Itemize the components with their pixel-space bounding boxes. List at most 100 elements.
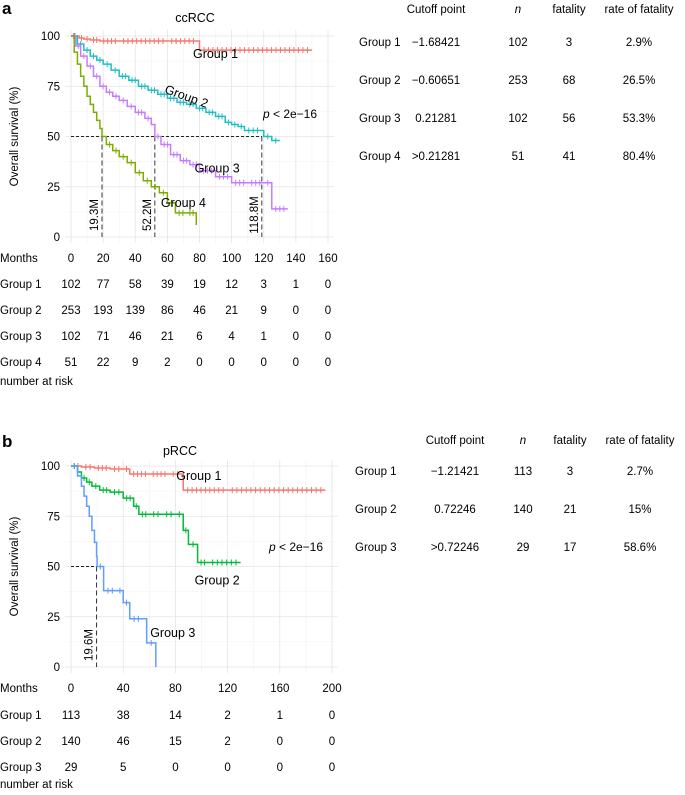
y-axis-label: Overall survival (%) bbox=[9, 86, 21, 186]
risk-cell: 5 bbox=[120, 762, 126, 774]
stats-table: Cutoff point n fatality rate of fatality Gro… bbox=[355, 435, 675, 554]
p-value-symbol: p bbox=[268, 540, 276, 554]
survival-curve bbox=[71, 35, 312, 51]
risk-cell: 51 bbox=[65, 357, 78, 369]
stats-cell: 58.6% bbox=[624, 542, 657, 554]
risk-row-label: Group 1 bbox=[0, 279, 42, 291]
y-tick-label: 75 bbox=[47, 511, 60, 523]
risk-cell: 0 bbox=[277, 736, 283, 748]
risk-cell: 0 bbox=[224, 762, 230, 774]
stats-header: rate of fatality bbox=[604, 4, 673, 16]
p-value-text: < 2e−16 bbox=[276, 540, 324, 554]
stats-cell: >0.72246 bbox=[431, 542, 479, 554]
risk-cell: 19 bbox=[193, 279, 206, 291]
risk-cell: 0 bbox=[196, 357, 202, 369]
stats-cell: 2.7% bbox=[627, 466, 653, 478]
p-value-text: < 2e−16 bbox=[270, 107, 318, 121]
risk-cell: 46 bbox=[117, 736, 130, 748]
risk-table-footer: number at risk bbox=[0, 779, 73, 791]
stats-cell: 3 bbox=[566, 37, 572, 49]
risk-cell: 0 bbox=[293, 331, 299, 343]
stats-cell: 113 bbox=[514, 466, 532, 478]
stats-cell: 56 bbox=[563, 113, 576, 125]
panel-label: b bbox=[2, 432, 12, 451]
risk-cell: 0 bbox=[228, 357, 234, 369]
stats-cell: 26.5% bbox=[623, 75, 656, 87]
risk-row-label: Group 3 bbox=[0, 762, 42, 774]
survival-curve bbox=[71, 465, 241, 564]
risk-row-label: Group 1 bbox=[0, 710, 42, 722]
stats-group: Group 3 bbox=[359, 113, 401, 125]
risk-cell: 0 bbox=[172, 762, 178, 774]
x-tick-label: 60 bbox=[161, 253, 174, 265]
y-tick-label: 25 bbox=[47, 182, 60, 194]
stats-header: n bbox=[515, 4, 521, 16]
stats-cell: 53.3% bbox=[623, 113, 656, 125]
risk-cell: 39 bbox=[161, 279, 174, 291]
risk-cell: 38 bbox=[117, 710, 130, 722]
y-tick-label: 0 bbox=[54, 232, 60, 244]
stats-cell: 51 bbox=[512, 151, 525, 163]
stats-cell: 29 bbox=[517, 542, 530, 554]
risk-cell: 9 bbox=[132, 357, 138, 369]
stats-cell: 17 bbox=[564, 542, 577, 554]
risk-cell: 4 bbox=[228, 331, 235, 343]
x-tick-label: 40 bbox=[117, 683, 130, 695]
stats-cell: −1.21421 bbox=[431, 466, 479, 478]
x-tick-label: 0 bbox=[68, 253, 74, 265]
risk-cell: 22 bbox=[97, 357, 110, 369]
risk-cell: 0 bbox=[329, 710, 335, 722]
survival-curve bbox=[71, 35, 280, 142]
stats-cell: 15% bbox=[628, 504, 651, 516]
stats-cell: −0.60651 bbox=[412, 75, 460, 87]
chart-title: ccRCC bbox=[175, 11, 215, 25]
series-label: Group 2 bbox=[195, 574, 240, 588]
y-tick-label: 100 bbox=[41, 31, 60, 43]
series-label: Group 4 bbox=[161, 196, 206, 210]
p-value: p < 2e−16 bbox=[262, 107, 317, 121]
x-tick-label: 20 bbox=[97, 253, 110, 265]
stats-group: Group 3 bbox=[355, 542, 397, 554]
risk-cell: 113 bbox=[62, 710, 80, 722]
risk-row-label: Group 3 bbox=[0, 331, 42, 343]
risk-cell: 1 bbox=[261, 331, 267, 343]
risk-cell: 193 bbox=[94, 305, 113, 317]
risk-cell: 0 bbox=[325, 331, 331, 343]
stats-cell: 0.21281 bbox=[415, 113, 457, 125]
risk-cell: 14 bbox=[169, 710, 182, 722]
y-tick-label: 25 bbox=[47, 612, 60, 624]
x-tick-label: 40 bbox=[129, 253, 142, 265]
risk-cell: 2 bbox=[224, 736, 230, 748]
stats-cell: 3 bbox=[567, 466, 573, 478]
survival-curve bbox=[71, 35, 198, 225]
x-tick-label: 0 bbox=[68, 683, 74, 695]
risk-cell: 77 bbox=[97, 279, 110, 291]
stats-cell: 41 bbox=[563, 151, 576, 163]
stats-header: fatality bbox=[552, 4, 585, 16]
stats-group: Group 2 bbox=[355, 504, 397, 516]
risk-cell: 2 bbox=[224, 710, 230, 722]
risk-cell: 71 bbox=[97, 331, 110, 343]
x-tick-label: 80 bbox=[169, 683, 182, 695]
risk-cell: 3 bbox=[261, 279, 267, 291]
risk-cell: 140 bbox=[61, 736, 80, 748]
stats-header: fatality bbox=[553, 435, 586, 447]
y-tick-label: 50 bbox=[47, 562, 60, 574]
stats-header: n bbox=[520, 435, 526, 447]
x-tick-label: 80 bbox=[193, 253, 206, 265]
series-group-4 bbox=[71, 35, 198, 225]
risk-cell: 15 bbox=[169, 736, 182, 748]
stats-table: Cutoff point n fatality rate of fatality Gro… bbox=[359, 4, 674, 163]
risk-cell: 139 bbox=[126, 305, 145, 317]
risk-row-label: Group 2 bbox=[0, 305, 42, 317]
median-label: 52.2M bbox=[142, 199, 154, 231]
panel-label: a bbox=[2, 0, 12, 18]
risk-cell: 0 bbox=[261, 357, 267, 369]
survival-curve bbox=[71, 465, 157, 667]
risk-cell: 46 bbox=[193, 305, 206, 317]
risk-table-footer: number at risk bbox=[0, 376, 73, 388]
risk-cell: 0 bbox=[329, 736, 335, 748]
